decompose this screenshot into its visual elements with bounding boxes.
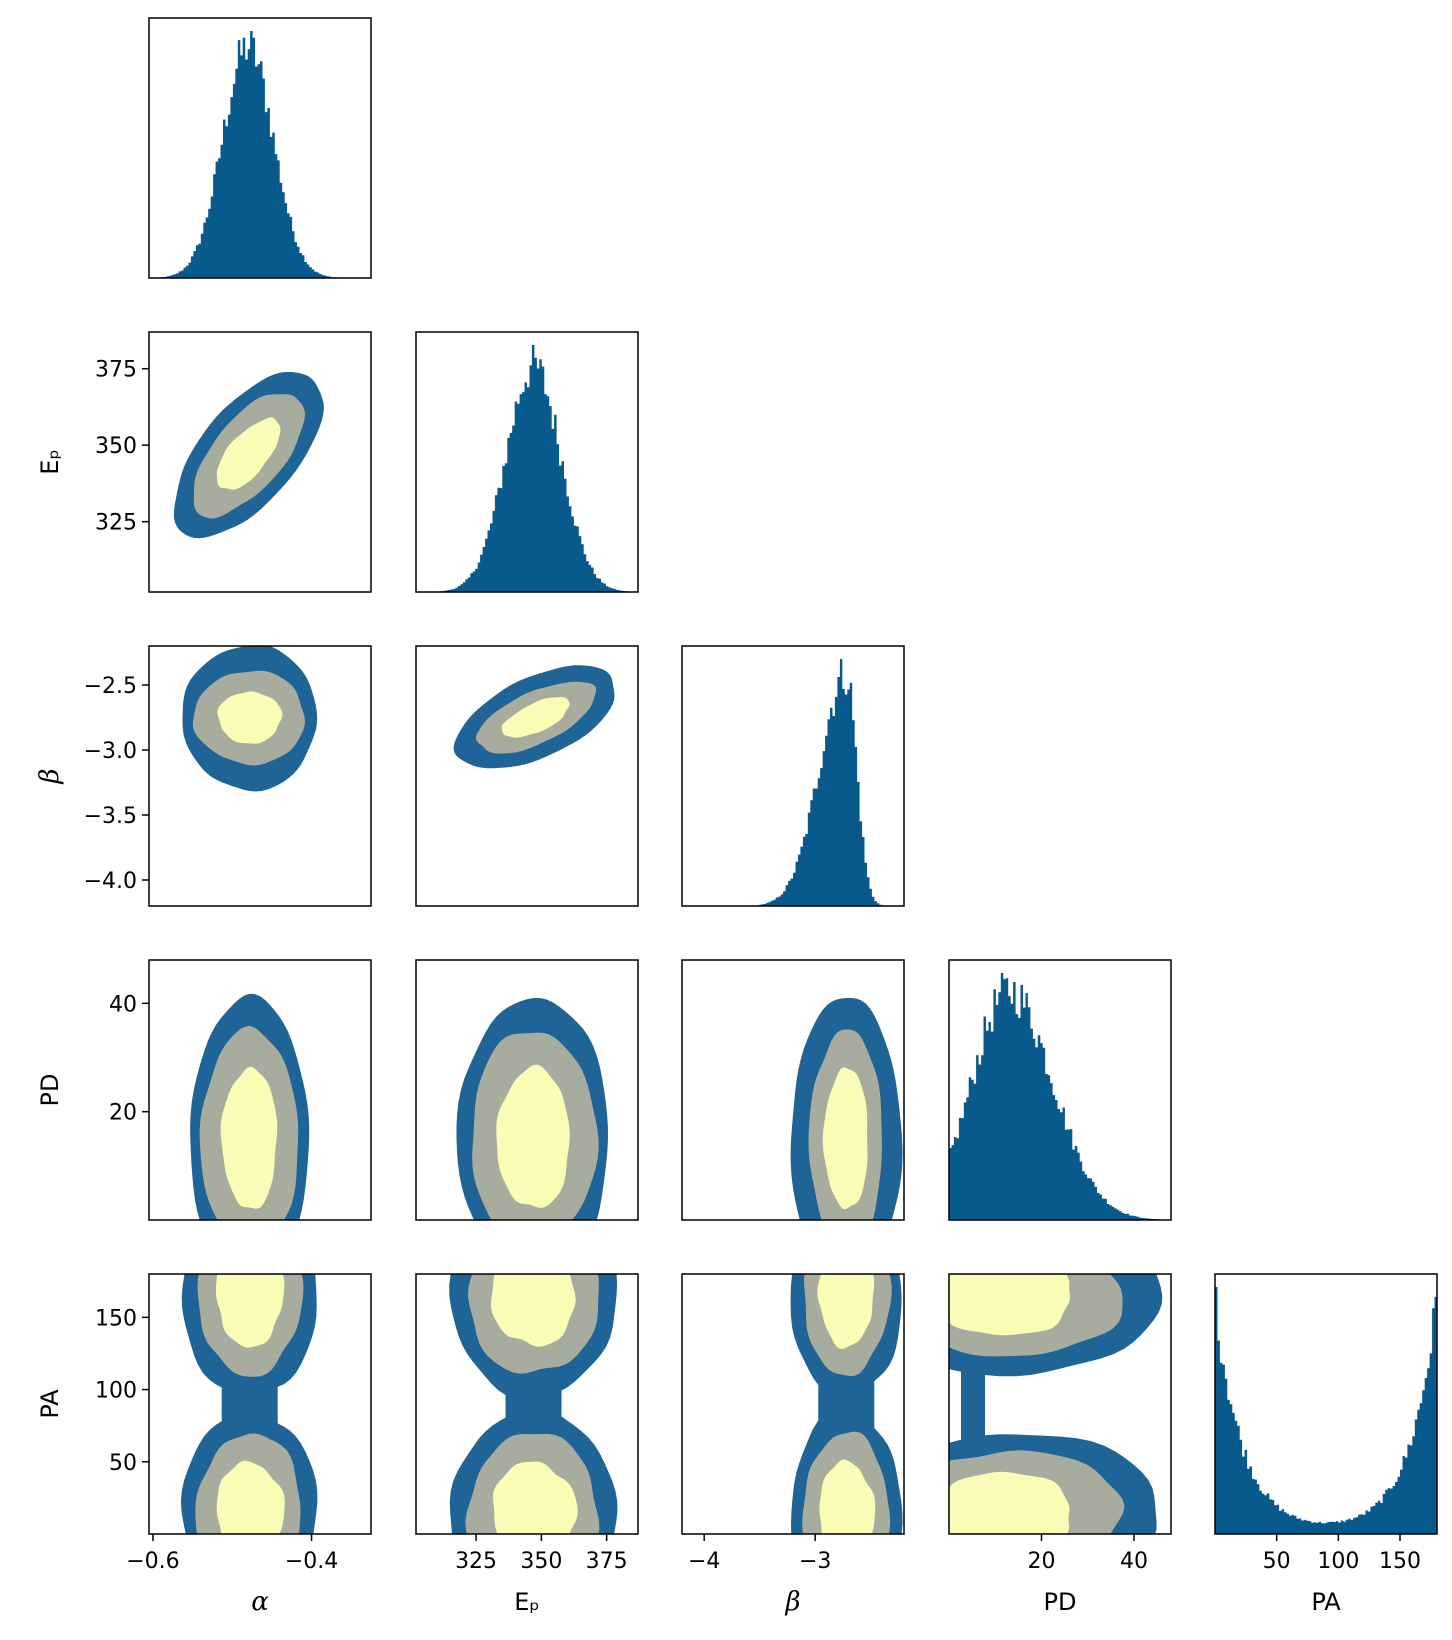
axes-frame	[148, 959, 372, 1221]
y-tick-label: 375	[95, 358, 137, 383]
axes-frame	[415, 1273, 639, 1535]
y-axis-label-PA: PA	[36, 1389, 64, 1419]
panel-PA-PA: 50 100 150	[1214, 1273, 1438, 1574]
panel-beta-beta	[681, 645, 905, 907]
panel-alpha-alpha	[148, 17, 372, 279]
x-axis-label-alpha: α	[251, 1587, 269, 1617]
x-tick-label: −3	[799, 1549, 831, 1574]
x-tick-label: −0.4	[285, 1549, 338, 1574]
contour-inner	[501, 697, 570, 738]
axes-frame	[681, 645, 905, 907]
axes-frame	[681, 1273, 905, 1535]
contour-inner-high	[490, 1274, 576, 1347]
panel-Ep-PA: 325 350 375	[415, 1273, 639, 1574]
y-tick-label: 100	[95, 1379, 137, 1404]
axes-frame	[415, 331, 639, 593]
panel-Ep-beta	[415, 645, 639, 907]
axes-frame	[948, 959, 1172, 1221]
axes-frame	[148, 645, 372, 907]
y-tick-label: 20	[109, 1101, 137, 1126]
x-axis-label-beta: β	[784, 1587, 800, 1617]
contour-inner-high	[215, 1274, 285, 1348]
x-axis-label-PA: PA	[1311, 1588, 1341, 1616]
histogram-Ep	[416, 345, 638, 592]
y-tick-label: −3.5	[84, 804, 137, 829]
axes-frame	[415, 645, 639, 907]
contour-inner-high	[949, 1274, 1070, 1336]
contour-inner-low	[819, 1459, 876, 1534]
histogram-PA	[1215, 1287, 1437, 1534]
y-axis-label-PD: PD	[36, 1074, 64, 1107]
x-tick-label: 40	[1120, 1549, 1148, 1574]
panel-alpha-PA: 50 100 150 −0.6 −0.4	[95, 1273, 372, 1574]
contour-inner	[217, 691, 283, 744]
axes-frame	[148, 17, 372, 279]
panel-alpha-beta: −4.0 −3.5 −3.0 −2.5	[84, 645, 372, 907]
x-tick-label: 375	[586, 1549, 628, 1574]
panel-alpha-Ep: 325 350 375	[95, 331, 372, 593]
axes-frame	[948, 1273, 1172, 1535]
axes-frame	[148, 1273, 372, 1535]
contour-inner	[216, 417, 281, 490]
panel-Ep-PD	[415, 959, 639, 1221]
y-tick-label: −4.0	[84, 869, 137, 894]
x-axis-label-Ep: Eₚ	[514, 1588, 539, 1616]
panel-PD-PA: 20 40	[948, 1273, 1172, 1574]
histogram-PD	[949, 973, 1171, 1220]
panel-Ep-Ep	[415, 331, 639, 593]
x-tick-label: 350	[520, 1549, 562, 1574]
x-axis-label-PD: PD	[1044, 1588, 1077, 1616]
contour-inner-high	[817, 1274, 875, 1349]
y-axis-label-Ep: Eₚ	[36, 449, 64, 474]
y-tick-label: −3.0	[84, 739, 137, 764]
y-tick-label: 150	[95, 1306, 137, 1331]
contour-bridge	[505, 1367, 562, 1441]
contour-inner-low	[216, 1460, 285, 1534]
y-tick-label: 40	[109, 992, 137, 1017]
y-tick-label: 350	[95, 434, 137, 459]
x-tick-label: 100	[1317, 1549, 1359, 1574]
y-tick-label: 50	[109, 1451, 137, 1476]
contour-inner	[496, 1064, 570, 1208]
y-tick-label: 325	[95, 511, 137, 536]
y-axis-label-beta: β	[35, 768, 65, 784]
axes-frame	[148, 331, 372, 593]
contour-bridge	[818, 1367, 875, 1441]
x-tick-label: −4	[688, 1549, 720, 1574]
contour-inner-low	[492, 1461, 578, 1534]
panel-beta-PD	[681, 959, 905, 1221]
histogram-beta	[682, 659, 904, 906]
axes-frame	[681, 959, 905, 1221]
contour-inner	[822, 1067, 868, 1210]
contour-bridge	[221, 1367, 278, 1441]
x-tick-label: 325	[455, 1549, 497, 1574]
contour-bridge	[961, 1367, 985, 1441]
x-tick-label: 20	[1028, 1549, 1056, 1574]
axes-frame	[1214, 1273, 1438, 1535]
panel-beta-PA: −4 −3	[681, 1273, 905, 1574]
x-tick-label: 150	[1379, 1549, 1421, 1574]
x-tick-label: −0.6	[126, 1549, 179, 1574]
x-tick-label: 50	[1263, 1549, 1291, 1574]
contour-inner-low	[949, 1471, 1070, 1534]
y-tick-label: −2.5	[84, 674, 137, 699]
contour-inner	[220, 1066, 278, 1209]
histogram-alpha	[149, 31, 371, 278]
axes-frame	[415, 959, 639, 1221]
panel-PD-PD	[948, 959, 1172, 1221]
